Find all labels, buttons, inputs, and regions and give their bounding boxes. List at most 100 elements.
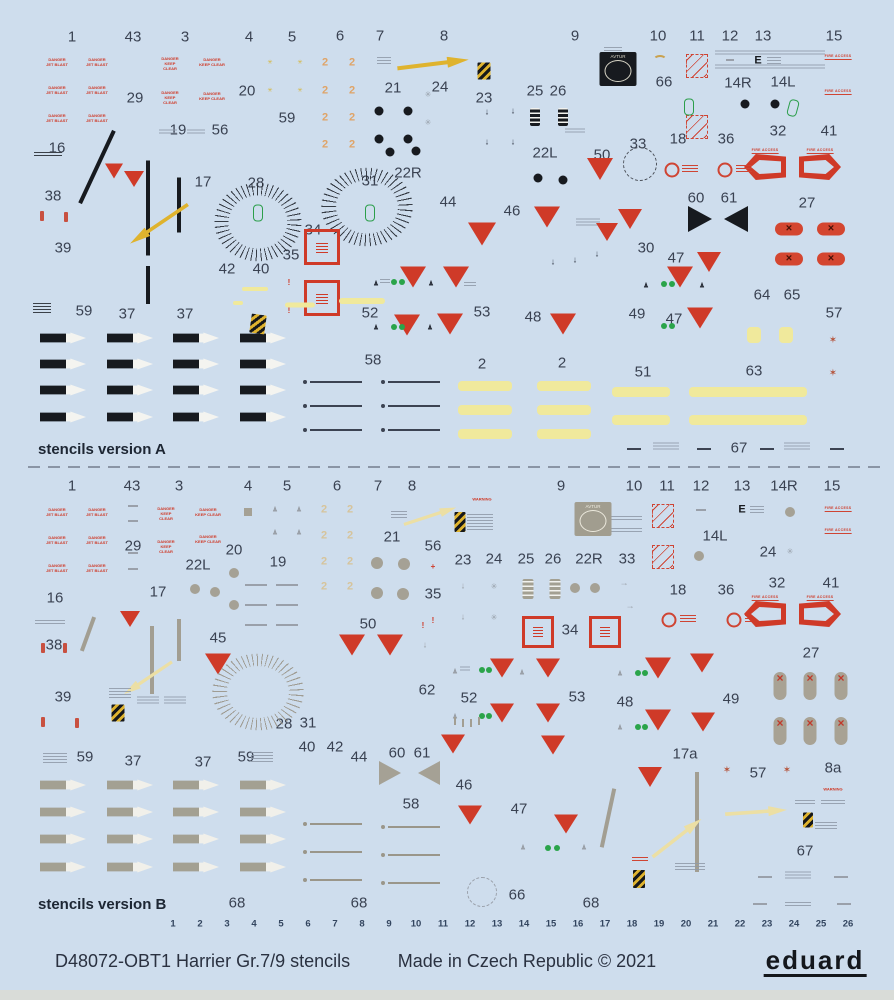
ast-y-decal: ✳	[267, 60, 273, 66]
bar-gy-decal	[173, 806, 219, 818]
dash-gy-decal	[245, 604, 267, 606]
pin-r-decal	[64, 212, 68, 222]
txtr-decal: DANGER JET BLAST	[86, 535, 108, 545]
dot-gy-decal	[229, 568, 239, 578]
part-number-label: 4	[244, 28, 254, 46]
caps-x-decal: ×	[773, 717, 787, 745]
caps-x-decal: ×	[773, 672, 787, 700]
part-number-label: 50	[359, 615, 377, 633]
circ-dash-k-decal	[623, 147, 657, 181]
part-number-label: 37	[118, 305, 136, 323]
anchor-gy-decal: ↓	[460, 580, 466, 591]
dot-g-decal	[661, 281, 667, 287]
fa-decal: FIRE ACCESS	[751, 595, 779, 601]
dash-gy-decal	[245, 624, 267, 626]
ruler-number: 4	[251, 918, 257, 930]
bar-y-decal	[612, 415, 670, 425]
part-number-label: 11	[659, 477, 675, 495]
tri-decal	[105, 163, 123, 179]
tri-b-r-decal	[688, 206, 712, 232]
pers-decal: ♟	[426, 324, 434, 332]
ast-gy-decal: ✳	[490, 613, 498, 622]
bar-k-decal	[107, 332, 153, 344]
dot-k-decal	[403, 106, 413, 116]
part-number-label: 6	[332, 477, 342, 495]
ruler-number: 11	[437, 918, 449, 930]
part-number-label: 49	[628, 305, 646, 323]
stripe-gy-decal	[177, 619, 181, 661]
anchor-decal: ↓	[510, 136, 516, 147]
section-a-title: stencils version A	[38, 441, 166, 458]
ruler-number: 23	[761, 918, 773, 930]
bar-k-decal	[40, 332, 86, 344]
lines-r-decal	[680, 614, 696, 622]
dash-gy-decal	[276, 584, 298, 586]
bar-y-decal	[779, 327, 793, 343]
txtr-decal: DANGER JET BLAST	[86, 113, 108, 123]
pin-g-decal	[365, 204, 375, 222]
bar-y-decal	[537, 405, 591, 415]
tri-decal	[534, 206, 560, 228]
line-gy-decal	[303, 878, 362, 882]
lines-gy-decal	[750, 505, 764, 513]
dash-gy-decal	[753, 903, 767, 905]
caps-x-decal: ×	[834, 672, 848, 700]
lines-gy-decal	[164, 696, 186, 704]
caps-x-decal: ×	[803, 672, 817, 700]
txtr-decal: DANGER KEEP CLEAR	[161, 89, 179, 105]
dash-gy-decal	[276, 624, 298, 626]
num2b-decal: 2	[346, 503, 354, 516]
lines-gy-decal	[576, 216, 600, 226]
lines-r-decal	[632, 855, 648, 861]
ruler-number: 10	[410, 918, 422, 930]
part-number-label: 9	[556, 477, 566, 495]
dot-g-decal	[545, 845, 551, 851]
num2-decal: 2	[348, 84, 356, 97]
part-number-label: 12	[721, 27, 739, 45]
lines-gy-decal	[604, 45, 622, 51]
part-number-label: 47	[667, 249, 685, 267]
num2-decal: 2	[321, 138, 329, 151]
part-number-label: 2	[557, 354, 567, 372]
ring-r-decal	[661, 612, 677, 628]
bar-gy-decal	[240, 806, 286, 818]
tri-decal	[587, 158, 613, 180]
lines-gy-decal	[391, 510, 407, 518]
sheet-edge-strip	[0, 990, 894, 1000]
txtr-decal: DANGER JET BLAST	[86, 57, 108, 67]
part-number-label: 7	[375, 27, 385, 45]
dot-gy-decal	[785, 507, 795, 517]
bar-y-decal	[689, 387, 807, 397]
tri-decal	[437, 313, 463, 335]
line-k-decal	[381, 404, 440, 408]
anchor-decal: ↓	[550, 256, 556, 267]
part-number-label: 59	[76, 748, 94, 766]
part-number-label: 21	[383, 528, 401, 546]
pin-g-decal	[785, 98, 801, 118]
ruler-number: 25	[815, 918, 827, 930]
sq-r-decal	[304, 229, 340, 265]
stripe-k-decal	[177, 177, 181, 233]
part-number-label: 2	[477, 355, 487, 373]
txtr-decal: DANGER JET BLAST	[46, 507, 68, 517]
pers-gy-decal: ♟	[518, 669, 526, 677]
part-number-label: 34	[561, 621, 579, 639]
tri-decal	[377, 634, 403, 656]
part-number-label: 31	[299, 714, 317, 732]
num2b-decal: 2	[346, 529, 354, 542]
part-number-label: 47	[510, 800, 528, 818]
part-number-label: 18	[669, 581, 687, 599]
part-number-label: 23	[475, 89, 493, 107]
pers-gy-decal: ♟	[451, 668, 459, 676]
ruler-number: 21	[707, 918, 719, 930]
part-number-label: 42	[326, 738, 344, 756]
part-number-label: 27	[798, 194, 816, 212]
tri-decal	[124, 171, 144, 187]
dash-gy-decal	[834, 876, 848, 878]
part-number-label: 40	[298, 738, 316, 756]
bar-y-decal	[458, 429, 512, 439]
fa-decal: FIRE ACCESS	[824, 528, 852, 534]
part-number-label: 22R	[575, 550, 603, 568]
pin-r-decal	[63, 643, 67, 653]
lines-gy-decal	[565, 127, 585, 133]
